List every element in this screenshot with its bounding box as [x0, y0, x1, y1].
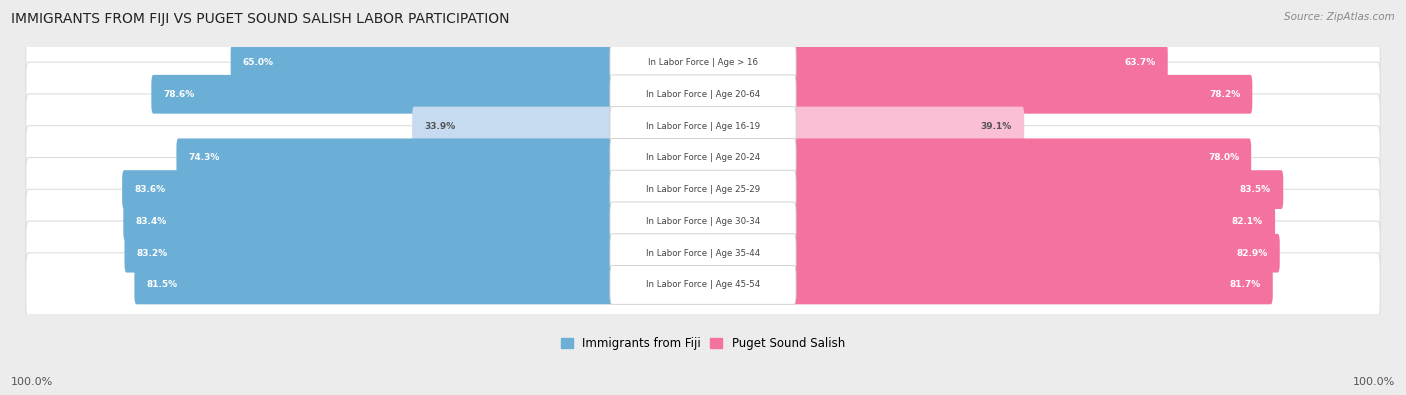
Text: 83.2%: 83.2%	[136, 249, 167, 258]
Text: 100.0%: 100.0%	[11, 377, 53, 387]
Text: 65.0%: 65.0%	[243, 58, 274, 67]
FancyBboxPatch shape	[412, 107, 614, 145]
FancyBboxPatch shape	[792, 75, 1253, 114]
Text: In Labor Force | Age 45-54: In Labor Force | Age 45-54	[645, 280, 761, 290]
FancyBboxPatch shape	[25, 189, 1381, 254]
FancyBboxPatch shape	[792, 234, 1279, 273]
Text: 78.2%: 78.2%	[1209, 90, 1240, 99]
FancyBboxPatch shape	[610, 202, 796, 241]
Text: 100.0%: 100.0%	[1353, 377, 1395, 387]
Text: 63.7%: 63.7%	[1125, 58, 1156, 67]
Text: 83.5%: 83.5%	[1240, 185, 1271, 194]
FancyBboxPatch shape	[125, 234, 614, 273]
Text: In Labor Force | Age 16-19: In Labor Force | Age 16-19	[645, 122, 761, 130]
Text: 74.3%: 74.3%	[188, 153, 219, 162]
Text: In Labor Force | Age 20-64: In Labor Force | Age 20-64	[645, 90, 761, 99]
FancyBboxPatch shape	[792, 202, 1275, 241]
Text: In Labor Force | Age > 16: In Labor Force | Age > 16	[648, 58, 758, 67]
FancyBboxPatch shape	[25, 253, 1381, 317]
Text: In Labor Force | Age 25-29: In Labor Force | Age 25-29	[645, 185, 761, 194]
Text: 82.9%: 82.9%	[1236, 249, 1268, 258]
FancyBboxPatch shape	[124, 202, 614, 241]
FancyBboxPatch shape	[25, 62, 1381, 126]
FancyBboxPatch shape	[25, 126, 1381, 190]
FancyBboxPatch shape	[152, 75, 614, 114]
Text: 81.5%: 81.5%	[146, 280, 177, 290]
Text: 82.1%: 82.1%	[1232, 217, 1263, 226]
FancyBboxPatch shape	[25, 158, 1381, 222]
FancyBboxPatch shape	[792, 138, 1251, 177]
FancyBboxPatch shape	[176, 138, 614, 177]
FancyBboxPatch shape	[792, 107, 1024, 145]
FancyBboxPatch shape	[792, 43, 1168, 82]
FancyBboxPatch shape	[135, 265, 614, 304]
FancyBboxPatch shape	[25, 221, 1381, 285]
FancyBboxPatch shape	[610, 43, 796, 82]
Text: 83.4%: 83.4%	[135, 217, 167, 226]
Text: 33.9%: 33.9%	[425, 122, 456, 130]
FancyBboxPatch shape	[610, 234, 796, 273]
Text: Source: ZipAtlas.com: Source: ZipAtlas.com	[1284, 12, 1395, 22]
FancyBboxPatch shape	[610, 107, 796, 145]
FancyBboxPatch shape	[792, 170, 1284, 209]
Text: 81.7%: 81.7%	[1229, 280, 1261, 290]
Text: In Labor Force | Age 35-44: In Labor Force | Age 35-44	[645, 249, 761, 258]
Text: 83.6%: 83.6%	[135, 185, 166, 194]
FancyBboxPatch shape	[610, 170, 796, 209]
FancyBboxPatch shape	[610, 138, 796, 177]
FancyBboxPatch shape	[610, 75, 796, 114]
FancyBboxPatch shape	[122, 170, 614, 209]
Text: IMMIGRANTS FROM FIJI VS PUGET SOUND SALISH LABOR PARTICIPATION: IMMIGRANTS FROM FIJI VS PUGET SOUND SALI…	[11, 12, 510, 26]
FancyBboxPatch shape	[231, 43, 614, 82]
FancyBboxPatch shape	[792, 265, 1272, 304]
Text: 39.1%: 39.1%	[981, 122, 1012, 130]
Legend: Immigrants from Fiji, Puget Sound Salish: Immigrants from Fiji, Puget Sound Salish	[561, 337, 845, 350]
FancyBboxPatch shape	[610, 265, 796, 304]
FancyBboxPatch shape	[25, 94, 1381, 158]
Text: 78.6%: 78.6%	[163, 90, 194, 99]
Text: 78.0%: 78.0%	[1208, 153, 1239, 162]
FancyBboxPatch shape	[25, 30, 1381, 94]
Text: In Labor Force | Age 30-34: In Labor Force | Age 30-34	[645, 217, 761, 226]
Text: In Labor Force | Age 20-24: In Labor Force | Age 20-24	[645, 153, 761, 162]
